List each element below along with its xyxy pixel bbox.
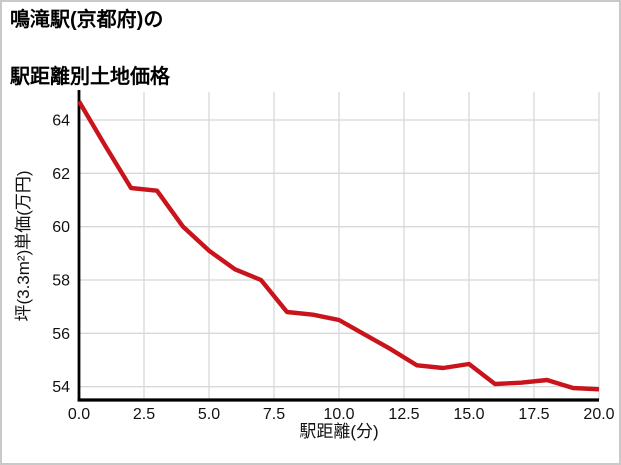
x-tick-label: 10.0 bbox=[323, 406, 354, 423]
y-axis-label: 坪(3.3m²)単価(万円) bbox=[14, 170, 33, 321]
x-tick-label: 7.5 bbox=[263, 406, 285, 423]
x-tick-label: 17.5 bbox=[518, 406, 549, 423]
x-tick-label: 12.5 bbox=[388, 406, 419, 423]
y-tick-label: 54 bbox=[52, 379, 70, 396]
y-tick-label: 62 bbox=[52, 166, 70, 183]
y-tick-label: 56 bbox=[52, 326, 70, 343]
x-tick-label: 2.5 bbox=[133, 406, 155, 423]
chart-title-line1: 鳴滝駅(京都府)の bbox=[10, 9, 164, 31]
y-tick-label: 64 bbox=[52, 113, 70, 130]
x-tick-label: 0.0 bbox=[68, 406, 90, 423]
x-axis-label: 駅距離(分) bbox=[299, 422, 378, 441]
x-tick-label: 15.0 bbox=[453, 406, 484, 423]
price-line bbox=[77, 100, 600, 392]
x-tick-label: 20.0 bbox=[583, 406, 614, 423]
y-tick-label: 60 bbox=[52, 219, 70, 236]
chart-title: 鳴滝駅(京都府)の 駅距離別土地価格 bbox=[10, 6, 170, 91]
x-tick-label: 5.0 bbox=[198, 406, 220, 423]
chart-title-line2: 駅距離別土地価格 bbox=[10, 65, 170, 88]
y-tick-label: 58 bbox=[52, 273, 70, 290]
